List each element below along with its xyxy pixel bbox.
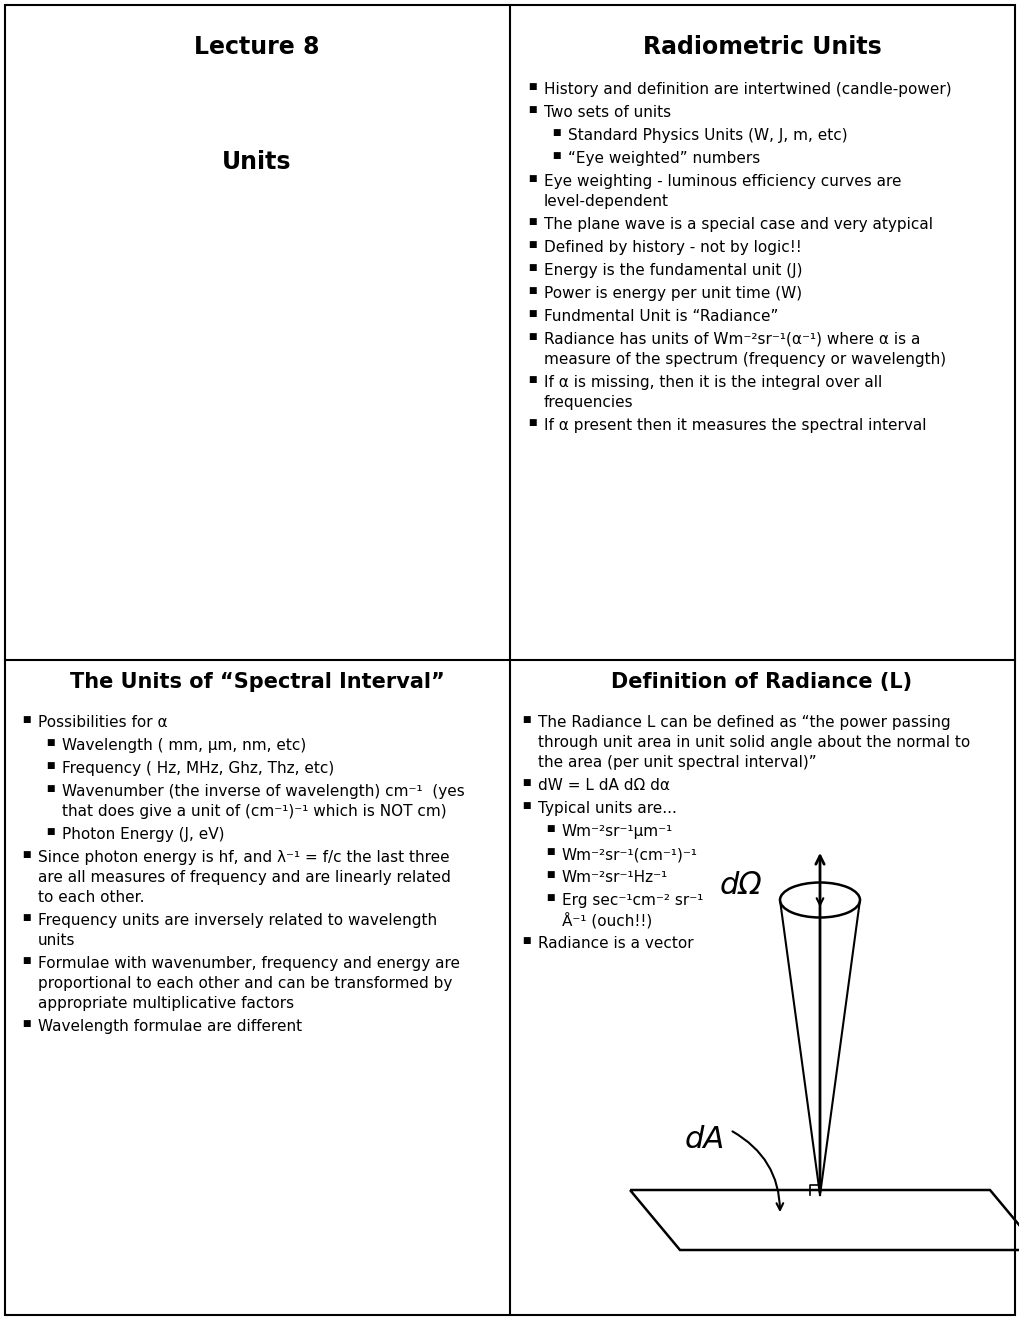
Text: Typical units are...: Typical units are... — [537, 801, 677, 816]
Text: Possibilities for α: Possibilities for α — [38, 715, 167, 730]
Text: If α present then it measures the spectral interval: If α present then it measures the spectr… — [543, 418, 925, 433]
Text: Wavelength ( mm, μm, nm, etc): Wavelength ( mm, μm, nm, etc) — [62, 738, 306, 752]
Text: Wavelength formulae are different: Wavelength formulae are different — [38, 1019, 302, 1034]
Text: ■: ■ — [528, 418, 536, 426]
Text: ■: ■ — [528, 174, 536, 183]
Text: ■: ■ — [551, 128, 560, 137]
Text: level-dependent: level-dependent — [543, 194, 668, 209]
Text: ■: ■ — [545, 894, 554, 902]
Text: ■: ■ — [545, 824, 554, 833]
Text: The Radiance L can be defined as “the power passing: The Radiance L can be defined as “the po… — [537, 715, 950, 730]
Text: dW = L dA dΩ dα: dW = L dA dΩ dα — [537, 777, 669, 793]
Text: ■: ■ — [22, 913, 31, 921]
Text: Radiance has units of Wm⁻²sr⁻¹(α⁻¹) where α is a: Radiance has units of Wm⁻²sr⁻¹(α⁻¹) wher… — [543, 333, 919, 347]
Text: appropriate multiplicative factors: appropriate multiplicative factors — [38, 997, 293, 1011]
Text: ■: ■ — [46, 738, 55, 747]
Text: Wm⁻²sr⁻¹μm⁻¹: Wm⁻²sr⁻¹μm⁻¹ — [561, 824, 673, 840]
Text: ■: ■ — [46, 762, 55, 770]
Text: frequencies: frequencies — [543, 395, 633, 411]
Text: Frequency ( Hz, MHz, Ghz, Thz, etc): Frequency ( Hz, MHz, Ghz, Thz, etc) — [62, 762, 334, 776]
Text: ■: ■ — [522, 936, 530, 945]
Text: Erg sec⁻¹cm⁻² sr⁻¹: Erg sec⁻¹cm⁻² sr⁻¹ — [561, 894, 703, 908]
Text: Power is energy per unit time (W): Power is energy per unit time (W) — [543, 286, 801, 301]
Text: Energy is the fundamental unit (J): Energy is the fundamental unit (J) — [543, 263, 802, 279]
Text: proportional to each other and can be transformed by: proportional to each other and can be tr… — [38, 975, 452, 991]
Text: Fundmental Unit is “Radiance”: Fundmental Unit is “Radiance” — [543, 309, 777, 323]
Text: Lecture 8: Lecture 8 — [194, 36, 319, 59]
Text: If α is missing, then it is the integral over all: If α is missing, then it is the integral… — [543, 375, 881, 389]
Text: dA: dA — [684, 1126, 725, 1155]
Text: Photon Energy (J, eV): Photon Energy (J, eV) — [62, 828, 224, 842]
Text: Standard Physics Units (W, J, m, etc): Standard Physics Units (W, J, m, etc) — [568, 128, 847, 143]
Text: ■: ■ — [522, 777, 530, 787]
Text: Radiance is a vector: Radiance is a vector — [537, 936, 693, 950]
Text: ■: ■ — [528, 286, 536, 294]
Text: Eye weighting - luminous efficiency curves are: Eye weighting - luminous efficiency curv… — [543, 174, 901, 189]
Text: ■: ■ — [551, 150, 560, 160]
Text: ■: ■ — [528, 240, 536, 249]
Text: ■: ■ — [522, 801, 530, 810]
Text: dΩ: dΩ — [718, 870, 761, 899]
Text: History and definition are intertwined (candle-power): History and definition are intertwined (… — [543, 82, 951, 96]
Text: units: units — [38, 933, 75, 948]
Text: to each other.: to each other. — [38, 890, 145, 906]
Text: ■: ■ — [528, 216, 536, 226]
Text: ■: ■ — [22, 715, 31, 723]
Text: Wavenumber (the inverse of wavelength) cm⁻¹  (yes: Wavenumber (the inverse of wavelength) c… — [62, 784, 465, 799]
Text: Å⁻¹ (ouch!!): Å⁻¹ (ouch!!) — [561, 913, 651, 929]
Text: The Units of “Spectral Interval”: The Units of “Spectral Interval” — [69, 672, 444, 692]
Text: the area (per unit spectral interval)”: the area (per unit spectral interval)” — [537, 755, 816, 770]
Text: ■: ■ — [46, 828, 55, 836]
Text: Units: Units — [222, 150, 291, 174]
Text: “Eye weighted” numbers: “Eye weighted” numbers — [568, 150, 759, 166]
Text: ■: ■ — [46, 784, 55, 793]
Text: Two sets of units: Two sets of units — [543, 106, 671, 120]
Text: ■: ■ — [522, 715, 530, 723]
Text: Wm⁻²sr⁻¹(cm⁻¹)⁻¹: Wm⁻²sr⁻¹(cm⁻¹)⁻¹ — [561, 847, 697, 862]
Text: ■: ■ — [545, 847, 554, 855]
Text: Frequency units are inversely related to wavelength: Frequency units are inversely related to… — [38, 913, 437, 928]
Text: ■: ■ — [22, 1019, 31, 1028]
Text: Formulae with wavenumber, frequency and energy are: Formulae with wavenumber, frequency and … — [38, 956, 460, 972]
Text: Since photon energy is hf, and λ⁻¹ = f/c the last three: Since photon energy is hf, and λ⁻¹ = f/c… — [38, 850, 449, 865]
Text: that does give a unit of (cm⁻¹)⁻¹ which is NOT cm): that does give a unit of (cm⁻¹)⁻¹ which … — [62, 804, 446, 818]
Text: ■: ■ — [528, 106, 536, 114]
Text: ■: ■ — [528, 309, 536, 318]
Text: Defined by history - not by logic!!: Defined by history - not by logic!! — [543, 240, 801, 255]
Text: ■: ■ — [528, 333, 536, 341]
Text: through unit area in unit solid angle about the normal to: through unit area in unit solid angle ab… — [537, 735, 969, 750]
Text: ■: ■ — [22, 956, 31, 965]
Text: ■: ■ — [545, 870, 554, 879]
Text: are all measures of frequency and are linearly related: are all measures of frequency and are li… — [38, 870, 450, 884]
Text: Definition of Radiance (L): Definition of Radiance (L) — [610, 672, 912, 692]
Text: measure of the spectrum (frequency or wavelength): measure of the spectrum (frequency or wa… — [543, 352, 946, 367]
Text: ■: ■ — [528, 263, 536, 272]
Text: ■: ■ — [528, 375, 536, 384]
Text: Wm⁻²sr⁻¹Hz⁻¹: Wm⁻²sr⁻¹Hz⁻¹ — [561, 870, 667, 884]
Text: The plane wave is a special case and very atypical: The plane wave is a special case and ver… — [543, 216, 932, 232]
Text: ■: ■ — [528, 82, 536, 91]
Text: Radiometric Units: Radiometric Units — [642, 36, 880, 59]
Text: ■: ■ — [22, 850, 31, 859]
